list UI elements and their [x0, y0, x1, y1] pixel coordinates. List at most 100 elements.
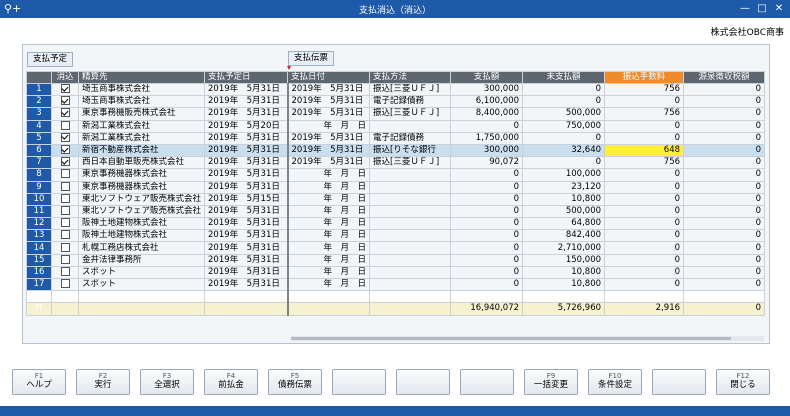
table-row[interactable]: 3 東京事務機販売株式会社 2019年 5月31日 2019年 5月31日 振込[三菱Ｕ…: [26, 107, 766, 121]
table-row[interactable]: 13 阪神土地建物株式会社 2019年 5月31日年 月 日 0 842,400 0 0: [26, 229, 766, 243]
method-cell[interactable]: [369, 229, 452, 243]
row-checkbox[interactable]: [51, 107, 79, 121]
withholding-cell[interactable]: 0: [683, 277, 766, 292]
function-key-f4[interactable]: F4 前払金: [204, 369, 258, 395]
payee-cell[interactable]: スポット: [77, 277, 206, 292]
fee-cell[interactable]: 0: [604, 131, 685, 145]
row-checkbox[interactable]: [51, 192, 79, 206]
checkbox-icon[interactable]: [60, 279, 70, 289]
pay-date-cell[interactable]: 年 月 日: [287, 192, 371, 206]
checkbox-icon[interactable]: [60, 218, 70, 228]
checkbox-icon[interactable]: [60, 267, 70, 276]
payee-cell[interactable]: 阪神土地建物株式会社: [77, 229, 206, 243]
checkbox-icon[interactable]: [60, 169, 70, 179]
fee-cell[interactable]: 0: [604, 204, 685, 219]
pay-date-cell[interactable]: 2019年 5月31日: [287, 95, 371, 109]
table-row[interactable]: 8 東京事務機器株式会社 2019年 5月31日年 月 日 0 100,000 0 0: [26, 168, 766, 182]
function-key-f9[interactable]: F9 一括変更: [524, 369, 578, 395]
check-header[interactable]: 消込: [51, 71, 79, 84]
amount-cell[interactable]: 1,750,000: [450, 131, 524, 145]
due-date-cell[interactable]: 2019年 5月31日: [204, 229, 289, 243]
row-checkbox[interactable]: [51, 143, 79, 158]
checkbox-icon[interactable]: [60, 182, 70, 191]
row-checkbox[interactable]: [51, 277, 79, 292]
table-row[interactable]: 14 札幌工務店株式会社 2019年 5月31日年 月 日 0 2,710,000 0 0: [26, 241, 766, 255]
payee-cell[interactable]: 東京事務機器株式会社: [77, 168, 206, 182]
amount-cell[interactable]: 300,000: [450, 143, 524, 158]
row-checkbox[interactable]: [51, 156, 79, 170]
payee-cell[interactable]: 東京事務機販売株式会社: [77, 107, 206, 121]
row-checkbox[interactable]: [51, 95, 79, 109]
method-cell[interactable]: [369, 265, 452, 280]
fee-cell[interactable]: 756: [604, 156, 685, 170]
method-cell[interactable]: [369, 217, 452, 231]
payee-cell[interactable]: 東京事務機器株式会社: [77, 180, 206, 194]
fee-cell[interactable]: 756: [604, 107, 685, 121]
row-checkbox[interactable]: [51, 82, 79, 97]
amount-cell[interactable]: 0: [450, 217, 524, 231]
function-key-empty[interactable]: [652, 369, 706, 395]
search-plus-icon[interactable]: ⚲+: [4, 2, 22, 15]
due-date-cell[interactable]: 2019年 5月31日: [204, 241, 289, 255]
fee-cell[interactable]: 756: [604, 82, 685, 97]
method-cell[interactable]: 振込[三菱ＵＦＪ]: [369, 107, 452, 121]
fee-header[interactable]: 振込手数料: [604, 71, 685, 84]
amount-cell[interactable]: 0: [450, 229, 524, 243]
withholding-cell[interactable]: 0: [683, 95, 766, 109]
withholding-cell[interactable]: 0: [683, 180, 766, 194]
payee-cell[interactable]: スポット: [77, 265, 206, 280]
payee-cell[interactable]: 新潟工業株式会社: [77, 119, 206, 133]
pay-date-cell[interactable]: 年 月 日: [287, 180, 371, 194]
pay-date-cell[interactable]: 年 月 日: [287, 265, 371, 280]
withholding-cell[interactable]: 0: [683, 265, 766, 280]
amount-cell[interactable]: 0: [450, 204, 524, 219]
due-date-cell[interactable]: 2019年 5月31日: [204, 265, 289, 280]
pay-date-cell[interactable]: 年 月 日: [287, 168, 371, 182]
amount-cell[interactable]: 90,072: [450, 156, 524, 170]
due-date-cell[interactable]: 2019年 5月31日: [204, 277, 289, 292]
amount-cell[interactable]: 0: [450, 192, 524, 206]
checkbox-icon[interactable]: [60, 255, 70, 264]
checkbox-icon[interactable]: [60, 145, 70, 155]
fee-cell[interactable]: 0: [604, 217, 685, 231]
table-row[interactable]: 17 スポット 2019年 5月31日年 月 日 0 10,800 0 0: [26, 277, 766, 292]
pay-date-cell[interactable]: 2019年 5月31日: [287, 156, 371, 170]
checkbox-icon[interactable]: [60, 194, 70, 203]
payee-cell[interactable]: 東北ソフトウェア販売株式会社: [77, 204, 206, 219]
due-date-cell[interactable]: 2019年 5月31日: [204, 204, 289, 219]
table-row[interactable]: 12 阪神土地建物株式会社 2019年 5月31日年 月 日 0 64,800 0 0: [26, 217, 766, 231]
pay-date-cell[interactable]: 年 月 日: [287, 253, 371, 267]
table-row[interactable]: 9 東京事務機器株式会社 2019年 5月31日年 月 日 0 23,120 0 0: [26, 180, 766, 194]
table-row[interactable]: 15 金井法律事務所 2019年 5月31日年 月 日 0 150,000 0 0: [26, 253, 766, 267]
payee-cell[interactable]: 札幌工務店株式会社: [77, 241, 206, 255]
row-checkbox[interactable]: [51, 217, 79, 231]
row-checkbox[interactable]: [51, 119, 79, 133]
fee-cell[interactable]: 0: [604, 229, 685, 243]
table-row[interactable]: 10 東北ソフトウェア販売株式会社 2019年 5月15日年 月 日 0 10,800 0…: [26, 192, 766, 206]
fee-cell[interactable]: 0: [604, 253, 685, 267]
horizontal-scrollbar[interactable]: [291, 336, 764, 341]
method-cell[interactable]: [369, 192, 452, 206]
function-key-f10[interactable]: F10 条件設定: [588, 369, 642, 395]
fee-cell[interactable]: 0: [604, 180, 685, 194]
pay-date-cell[interactable]: 2019年 5月31日: [287, 143, 371, 158]
amount-cell[interactable]: 0: [450, 241, 524, 255]
method-cell[interactable]: [369, 119, 452, 133]
pay-date-cell[interactable]: 2019年 5月31日: [287, 82, 371, 97]
table-row[interactable]: 7 西日本自動車販売株式会社 2019年 5月31日 2019年 5月31日 振込[三菱…: [26, 156, 766, 170]
fee-cell[interactable]: 0: [604, 277, 685, 292]
scrollbar-thumb[interactable]: [291, 337, 731, 340]
pay-date-cell[interactable]: 年 月 日: [287, 217, 371, 231]
due-date-cell[interactable]: 2019年 5月31日: [204, 107, 289, 121]
payee-cell[interactable]: 新宿不動産株式会社: [77, 143, 206, 158]
function-key-f5[interactable]: F5 債務伝票: [268, 369, 322, 395]
method-cell[interactable]: 振込[三菱ＵＦＪ]: [369, 156, 452, 170]
function-key-f1[interactable]: F1 ヘルプ: [12, 369, 66, 395]
table-row[interactable]: 11 東北ソフトウェア販売株式会社 2019年 5月31日年 月 日 0 500,000…: [26, 204, 766, 219]
method-cell[interactable]: [369, 253, 452, 267]
checkbox-icon[interactable]: [60, 206, 70, 215]
fee-cell[interactable]: 648: [604, 143, 685, 158]
function-key-empty[interactable]: [460, 369, 514, 395]
fee-cell[interactable]: 0: [604, 168, 685, 182]
row-checkbox[interactable]: [51, 204, 79, 219]
